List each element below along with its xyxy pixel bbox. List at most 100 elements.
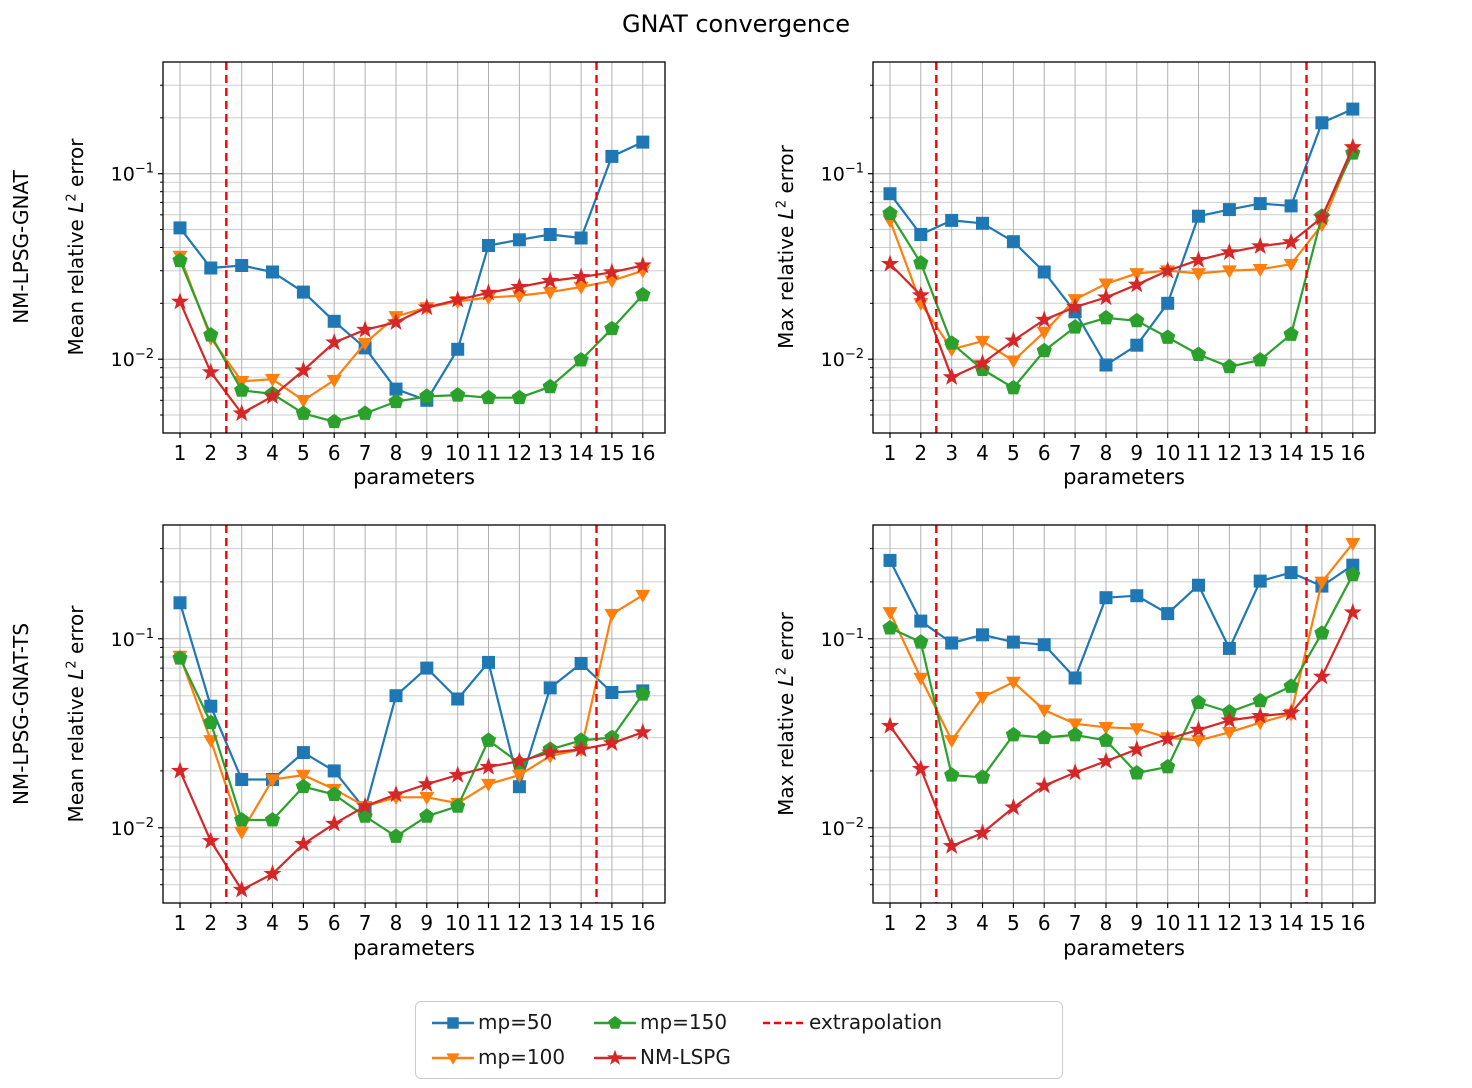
triangle-down-marker-icon [419, 792, 435, 805]
series-line [889, 559, 1354, 680]
square-marker-icon [1037, 265, 1051, 279]
pentagon-marker-icon [974, 769, 991, 784]
star-marker-icon [1096, 751, 1116, 769]
triangle-down-marker-icon [604, 608, 620, 622]
pentagon-marker-icon [1221, 358, 1238, 374]
star-marker-icon [633, 722, 652, 740]
pentagon-marker-icon [1005, 379, 1022, 395]
triangle-down-marker-icon [944, 735, 960, 749]
square-marker-icon [1192, 578, 1205, 592]
square-marker-icon [451, 692, 465, 706]
x-tick-label: 15 [1309, 911, 1334, 935]
legend-label: mp=50 [478, 1010, 553, 1035]
x-tick-label: 9 [420, 911, 433, 935]
ylabel-text: error [64, 605, 88, 661]
x-tick-label: 7 [359, 441, 372, 465]
star-marker-icon [1312, 208, 1331, 226]
series-mp-150 [882, 145, 1361, 395]
x-tick-label: 11 [1186, 441, 1211, 465]
square-marker-icon [976, 216, 989, 230]
triangle-down-marker-icon [295, 395, 311, 408]
series-mp-50 [883, 553, 1360, 685]
x-tick-label: 12 [507, 911, 532, 935]
star-marker-icon [386, 785, 406, 803]
series-line [889, 542, 1354, 742]
star-marker-icon [541, 271, 560, 289]
star-marker-icon [572, 267, 591, 285]
square-marker-icon [1253, 197, 1267, 211]
square-marker-icon [1346, 102, 1360, 116]
square-marker-icon [883, 187, 897, 201]
x-tick-label: 10 [445, 911, 470, 935]
x-tick-label: 4 [976, 911, 989, 935]
x-tick-label: 16 [1340, 911, 1365, 935]
star-marker-icon [201, 362, 220, 380]
xlabel-bottom-left: parameters [353, 936, 475, 960]
y-tick-label: 10−2 [111, 347, 154, 371]
star-marker-icon [602, 733, 621, 751]
star-marker-icon [911, 759, 930, 777]
square-marker-icon [1006, 635, 1020, 649]
triangle-down-marker-icon [1314, 576, 1330, 590]
square-marker-icon [574, 657, 588, 670]
star-marker-icon [448, 290, 467, 308]
triangle-down-marker-icon [975, 335, 990, 349]
pentagon-marker-icon [450, 387, 466, 402]
star-marker-icon [1220, 710, 1239, 729]
pentagon-marker-icon [388, 828, 404, 843]
x-tick-label: 4 [266, 441, 279, 465]
pentagon-marker-icon [203, 714, 219, 730]
series-mp-100 [882, 538, 1361, 749]
pentagon-marker-icon [234, 812, 250, 827]
triangle-down-marker-icon [481, 778, 496, 792]
star-marker-icon [541, 743, 560, 761]
row-label-nm-lpsg-gnat: NM-LPSG-GNAT [9, 170, 33, 324]
pentagon-marker-icon [326, 413, 342, 429]
star-marker-icon [607, 1049, 623, 1065]
triangle-down-marker-icon [203, 735, 219, 749]
x-tick-label: 11 [476, 911, 501, 935]
pentagon-marker-icon [326, 786, 342, 801]
series-line [179, 657, 644, 838]
pentagon-marker-icon [573, 352, 589, 367]
square-marker-icon [1006, 235, 1020, 249]
series-nm-lspg [170, 722, 652, 898]
ylabel-math-symbol: L [64, 668, 88, 680]
pentagon-marker-icon [295, 778, 312, 794]
x-tick-label: 3 [945, 441, 958, 465]
star-marker-icon [1127, 275, 1146, 293]
triangle-down-marker-icon [1191, 268, 1206, 282]
square-marker-icon [204, 261, 218, 275]
x-tick-label: 2 [204, 441, 217, 465]
x-tick-label: 5 [1007, 911, 1020, 935]
series-nm-lspg [880, 602, 1362, 854]
x-tick-label: 12 [1217, 911, 1242, 935]
pentagon-marker-icon [264, 812, 281, 827]
y-tick-label: 10−2 [821, 347, 864, 371]
pentagon-marker-icon [913, 634, 929, 649]
pentagon-marker-icon [1314, 625, 1330, 640]
legend-label: mp=150 [640, 1010, 728, 1035]
ylabel-bottom-left: Mean relative L2 error [64, 606, 88, 823]
pentagon-marker-icon [1098, 309, 1114, 325]
square-marker-icon [543, 681, 557, 695]
x-tick-label: 10 [445, 441, 470, 465]
star-marker-icon [479, 283, 498, 301]
star-marker-icon [170, 292, 190, 310]
star-marker-icon [1282, 703, 1301, 721]
series-nm-lspg [170, 256, 652, 422]
x-tick-label: 7 [1069, 911, 1082, 935]
series-mp-150 [882, 566, 1361, 784]
triangle-down-marker-icon [975, 692, 990, 705]
pentagon-marker-icon [1098, 732, 1114, 747]
x-tick-label: 13 [537, 441, 562, 465]
x-tick-label: 6 [328, 911, 341, 935]
star-marker-icon [386, 312, 406, 330]
pentagon-marker-icon [1067, 726, 1083, 742]
pentagon-marker-icon [1005, 726, 1022, 742]
square-marker-icon [235, 773, 249, 786]
x-tick-label: 12 [507, 441, 532, 465]
x-tick-label: 16 [1340, 441, 1365, 465]
star-marker-icon [1343, 602, 1362, 621]
